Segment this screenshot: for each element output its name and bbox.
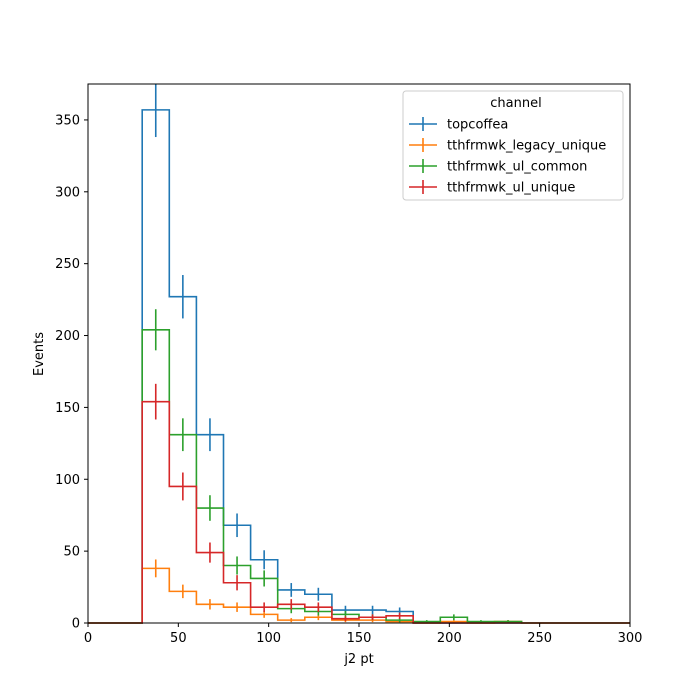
x-tick-label: 250 (527, 631, 552, 646)
y-tick-label: 250 (55, 257, 80, 272)
y-tick-label: 100 (55, 473, 80, 488)
y-tick-label: 300 (55, 185, 80, 200)
x-tick-label: 200 (437, 631, 462, 646)
legend-label: tthfrmwk_ul_unique (447, 181, 575, 196)
y-tick-label: 0 (72, 617, 80, 632)
x-tick-label: 50 (170, 631, 187, 646)
x-tick-label: 100 (256, 631, 281, 646)
legend: channel topcoffea tthfrmwk_legacy_uniquett… (402, 90, 624, 201)
legend-label: tthfrmwk_ul_common (447, 160, 587, 175)
y-tick-label: 50 (63, 545, 80, 560)
axis-ticks: 0 50 100 150 200 250 300 0 50 100 150 200 250 300 350 (55, 113, 642, 646)
legend-label: topcoffea (447, 118, 508, 133)
y-tick-label: 200 (55, 329, 80, 344)
legend-label: tthfrmwk_legacy_unique (447, 139, 606, 154)
y-tick-label: 350 (55, 113, 80, 128)
x-axis-label: j2 pt (343, 652, 373, 667)
legend-item: tthfrmwk_ul_common (409, 159, 587, 175)
y-tick-label: 150 (55, 401, 80, 416)
legend-title: channel (490, 96, 541, 111)
x-tick-label: 150 (347, 631, 372, 646)
legend-item: tthfrmwk_legacy_unique (409, 138, 606, 154)
y-axis-label: Events (32, 332, 47, 376)
x-tick-label: 300 (618, 631, 643, 646)
x-tick-label: 0 (84, 631, 92, 646)
legend-item: tthfrmwk_ul_unique (409, 180, 575, 196)
legend-item: topcoffea (409, 117, 508, 133)
legend-box (402, 90, 624, 201)
